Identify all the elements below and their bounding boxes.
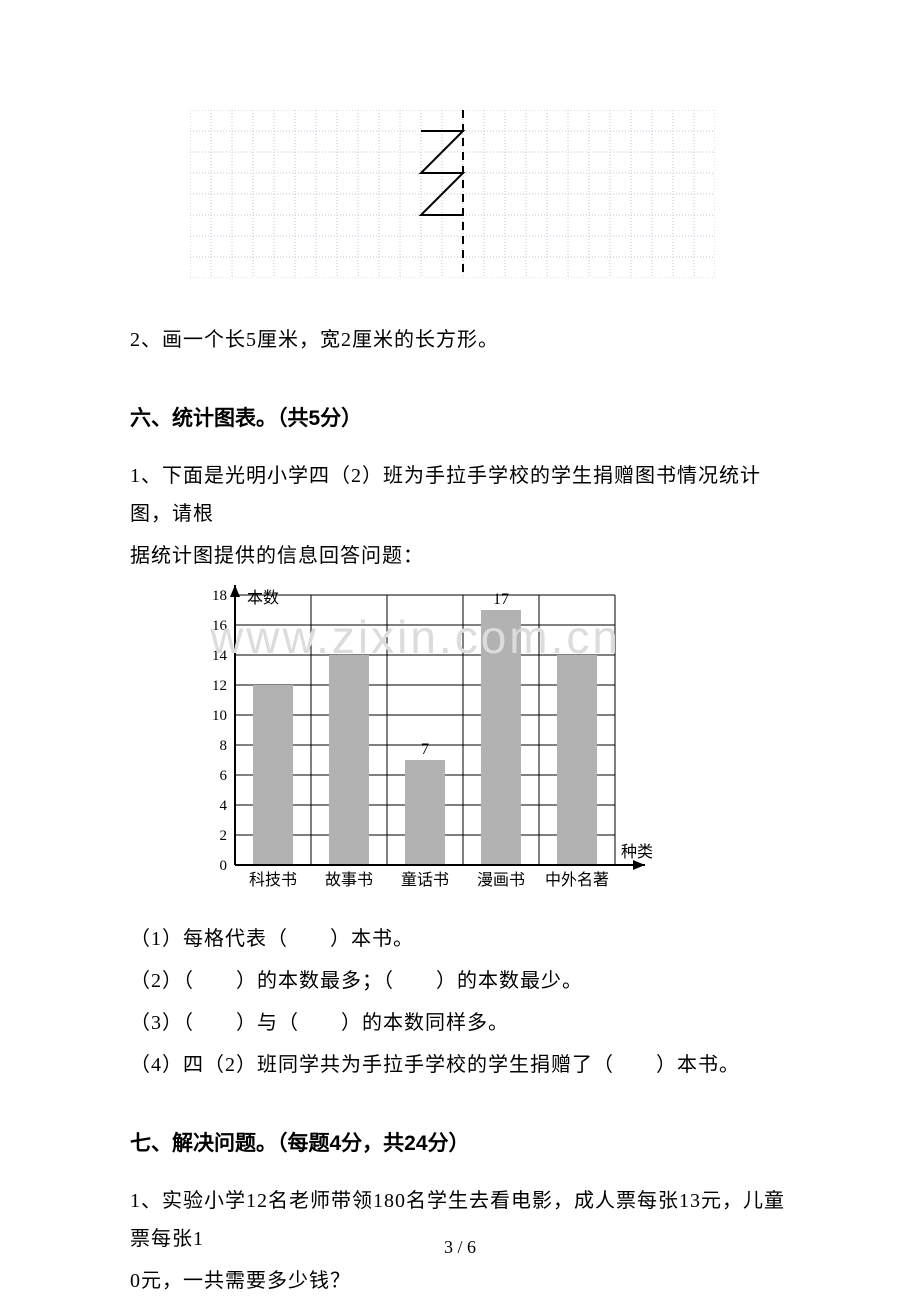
svg-text:4: 4 xyxy=(220,798,228,814)
svg-text:12: 12 xyxy=(212,678,227,694)
sub-q1: （1）每格代表（ ）本书。 xyxy=(130,920,790,958)
svg-text:童话书: 童话书 xyxy=(401,870,449,889)
svg-text:0: 0 xyxy=(220,858,228,874)
svg-text:种类: 种类 xyxy=(621,843,653,861)
bar-chart: 2 4 6 8 10 12 14 16 18 0 科技书 故事书 童话书 7 漫画书 17 中外名著 本数种类 xyxy=(180,585,790,912)
sub-q3: （3）（ ）与（ ）的本数同样多。 xyxy=(130,1004,790,1042)
grid-diagram xyxy=(190,110,730,291)
chart-svg: 2 4 6 8 10 12 14 16 18 0 科技书 故事书 童话书 7 漫画书 17 中外名著 本数种类 xyxy=(180,585,675,899)
page-footer: 3 / 6 xyxy=(0,1237,920,1258)
section-6-intro-line1: 1、下面是光明小学四（2）班为手拉手学校的学生捐赠图书情况统计图，请根 xyxy=(130,457,790,533)
svg-text:8: 8 xyxy=(220,738,228,754)
svg-text:故事书: 故事书 xyxy=(325,871,373,889)
svg-text:中外名著: 中外名著 xyxy=(545,871,609,889)
svg-text:10: 10 xyxy=(212,708,227,724)
svg-text:7: 7 xyxy=(421,741,429,758)
svg-text:14: 14 xyxy=(212,648,228,664)
svg-text:6: 6 xyxy=(220,768,228,784)
grid-svg xyxy=(190,110,715,278)
svg-text:本数: 本数 xyxy=(247,589,279,607)
svg-text:17: 17 xyxy=(493,591,509,608)
section-6-intro-line2: 据统计图提供的信息回答问题： xyxy=(130,537,790,575)
svg-text:科技书: 科技书 xyxy=(249,871,297,889)
svg-text:16: 16 xyxy=(212,618,228,634)
section-7-heading: 七、解决问题。（每题4分，共24分） xyxy=(130,1124,790,1164)
section-7-q1-line2: 0元，一共需要多少钱？ xyxy=(130,1262,790,1300)
svg-text:2: 2 xyxy=(220,828,228,844)
section-6-heading: 六、统计图表。（共5分） xyxy=(130,399,790,439)
sub-q2: （2）（ ）的本数最多；（ ）的本数最少。 xyxy=(130,962,790,1000)
sub-q4: （4）四（2）班同学共为手拉手学校的学生捐赠了（ ）本书。 xyxy=(130,1046,790,1084)
svg-text:漫画书: 漫画书 xyxy=(477,871,525,889)
svg-text:18: 18 xyxy=(212,588,227,604)
question-2: 2、画一个长5厘米，宽2厘米的长方形。 xyxy=(130,321,790,359)
